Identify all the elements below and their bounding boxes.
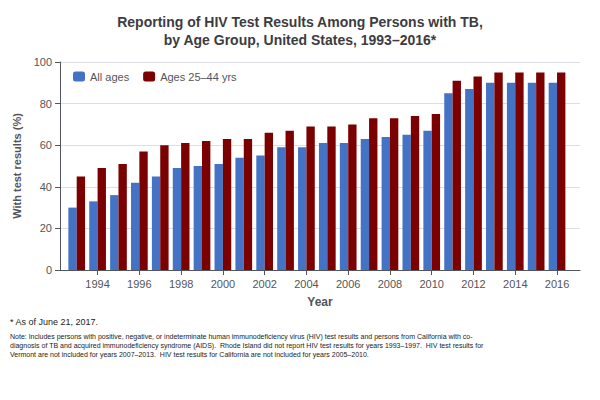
- svg-text:1994: 1994: [85, 278, 109, 290]
- svg-text:2012: 2012: [461, 278, 485, 290]
- svg-text:Reporting of HIV Test Results: Reporting of HIV Test Results Among Pers…: [117, 14, 483, 30]
- svg-text:1996: 1996: [127, 278, 151, 290]
- svg-text:2004: 2004: [294, 278, 318, 290]
- svg-text:2006: 2006: [336, 278, 360, 290]
- svg-text:2010: 2010: [419, 278, 443, 290]
- svg-text:Vermont are not included for y: Vermont are not included for years 2007–…: [10, 351, 369, 359]
- svg-text:60: 60: [40, 139, 52, 151]
- svg-text:1998: 1998: [169, 278, 193, 290]
- svg-text:by Age Group, United States, 1: by Age Group, United States, 1993–2016*: [164, 32, 437, 48]
- svg-text:20: 20: [40, 222, 52, 234]
- svg-text:* As of June 21, 2017.: * As of June 21, 2017.: [10, 317, 98, 327]
- svg-text:Note: Includes persons with po: Note: Includes persons with positive, ne…: [10, 333, 473, 341]
- svg-text:2008: 2008: [378, 278, 402, 290]
- svg-text:0: 0: [46, 264, 52, 276]
- svg-text:diagnosis of TB and acquired i: diagnosis of TB and acquired immunodefic…: [10, 342, 484, 350]
- svg-text:100: 100: [34, 56, 52, 68]
- svg-text:80: 80: [40, 98, 52, 110]
- svg-text:2002: 2002: [252, 278, 276, 290]
- svg-text:2000: 2000: [211, 278, 235, 290]
- svg-text:Year: Year: [307, 295, 333, 309]
- svg-text:Ages 25–44 yrs: Ages 25–44 yrs: [160, 71, 237, 83]
- svg-text:2016: 2016: [545, 278, 569, 290]
- svg-text:40: 40: [40, 181, 52, 193]
- svg-text:2014: 2014: [503, 278, 527, 290]
- svg-text:All ages: All ages: [90, 71, 130, 83]
- svg-text:With test results (%): With test results (%): [11, 113, 23, 219]
